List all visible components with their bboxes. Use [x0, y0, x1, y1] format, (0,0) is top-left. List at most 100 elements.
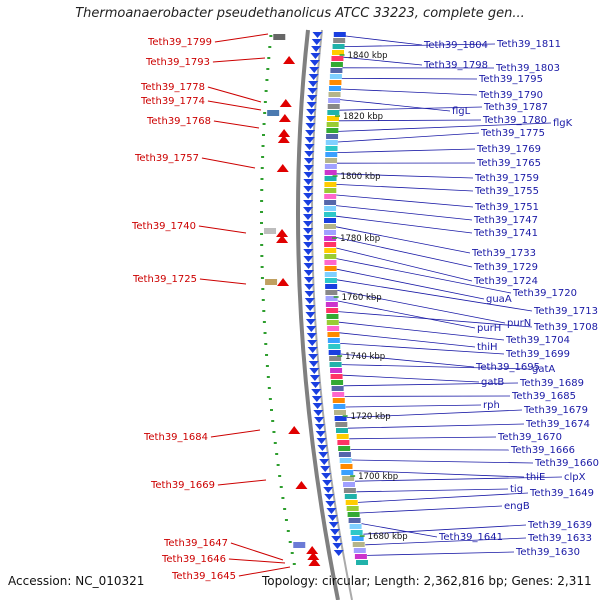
right-label: gatA: [532, 364, 555, 375]
color-block: [327, 110, 340, 115]
gene-arrow-blue: [303, 165, 314, 171]
gene-arrow-blue: [303, 235, 314, 241]
color-block: [343, 482, 356, 487]
right-label: Teth39_1704: [505, 335, 570, 346]
gene-arrow-blue: [305, 305, 316, 311]
gene-arrow-blue: [307, 88, 318, 94]
gene-arrow-blue: [310, 53, 321, 59]
kbp-markers: 1840 kbp 1820 kbp 1800 kbp 1780 kbp 1760 kbp…: [332, 51, 408, 542]
right-leader: [340, 88, 478, 96]
left-label: Teth39_1757: [134, 153, 199, 164]
gene-arrow-blue: [303, 200, 314, 206]
right-leader: [338, 119, 482, 122]
left-leader: [228, 558, 286, 564]
gene-arrow-blue: [324, 494, 335, 500]
gene-arrow-blue: [303, 193, 314, 199]
right-label: Teth39_1775: [480, 128, 545, 139]
color-block: [338, 446, 351, 451]
gene-box: [273, 34, 286, 40]
left-leader: [207, 86, 262, 103]
color-block: [345, 500, 358, 505]
right-label: Teth39_1666: [510, 445, 575, 456]
gene-arrow-blue: [305, 130, 316, 136]
gene-arrow-red: [308, 558, 321, 566]
color-block: [334, 416, 347, 421]
color-block: [324, 266, 337, 271]
gene-arrow-blue: [303, 172, 314, 178]
color-block: [326, 116, 339, 121]
gene-arrow-blue: [316, 438, 327, 444]
color-block: [329, 356, 342, 361]
color-block: [325, 146, 338, 151]
gene-arrow-blue: [312, 403, 323, 409]
right-label: Teth39_1724: [473, 276, 538, 287]
gene-arrow-blue: [303, 277, 314, 283]
color-block: [324, 230, 337, 235]
right-label: thiH: [477, 342, 498, 353]
color-block: [324, 194, 337, 199]
gene-arrow-blue: [305, 116, 316, 122]
gene-arrow-red: [306, 546, 319, 554]
color-block: [326, 134, 339, 139]
left-label: Teth39_1778: [140, 82, 205, 93]
left-label: Teth39_1684: [143, 432, 208, 443]
color-block: [324, 164, 337, 169]
gene-arrow-blue: [317, 445, 328, 451]
gene-arrow-blue: [321, 473, 332, 479]
gene-box: [265, 279, 278, 285]
color-block: [331, 380, 344, 385]
right-label: Teth39_1780: [482, 115, 547, 126]
right-leader: [342, 374, 480, 383]
right-label: Teth39_1803: [495, 63, 560, 74]
gene-arrow-blue: [328, 522, 339, 528]
color-block: [342, 476, 355, 481]
gene-box: [264, 228, 277, 234]
gene-arrow-blue: [303, 270, 314, 276]
gene-arrow-blue: [311, 46, 322, 52]
gene-arrow-blue: [303, 179, 314, 185]
right-label: gatB: [481, 377, 504, 388]
gene-arrow-blue: [315, 431, 326, 437]
gene-arrow-blue: [320, 466, 331, 472]
color-block: [326, 320, 339, 325]
right-label: Teth39_1633: [527, 533, 592, 544]
gene-arrow-blue: [308, 74, 319, 80]
color-block: [324, 182, 337, 187]
left-leader: [230, 542, 284, 561]
right-leader: [349, 436, 497, 440]
outer-gene-boxes: [264, 34, 306, 548]
gene-arrow-red: [283, 56, 296, 64]
right-leader: [336, 247, 473, 282]
gene-arrow-blue: [306, 326, 317, 332]
right-label: flgK: [553, 118, 573, 129]
right-label: engB: [504, 501, 530, 512]
color-block: [325, 296, 338, 301]
gene-arrow-blue: [326, 508, 337, 514]
color-block: [344, 494, 357, 499]
color-block: [326, 122, 339, 127]
left-leader: [199, 278, 247, 285]
kbp-label: 1780 kbp: [340, 234, 380, 244]
backbone-outer-arc: [296, 29, 340, 600]
color-block: [335, 422, 348, 427]
gene-arrow-blue: [305, 319, 316, 325]
right-leader: [336, 205, 473, 221]
right-label: Teth39_1641: [438, 532, 503, 543]
gene-arrow-blue: [308, 81, 319, 87]
color-block: [325, 302, 338, 307]
color-block: [325, 158, 338, 163]
left-leader: [212, 57, 266, 63]
color-block: [333, 32, 346, 37]
color-block: [328, 86, 341, 91]
left-label: Teth39_1646: [161, 554, 226, 565]
right-leader: [340, 353, 475, 368]
color-block: [328, 350, 341, 355]
left-label: Teth39_1774: [140, 96, 205, 107]
left-labels: Teth39_1799 Teth39_1793 Teth39_1778 Teth39_…: [131, 37, 236, 582]
left-label: Teth39_1669: [150, 480, 215, 491]
outer-gene-arrows: [276, 56, 321, 566]
right-leader: [339, 99, 451, 112]
gene-arrow-blue: [311, 389, 322, 395]
gene-arrow-blue: [303, 263, 314, 269]
right-leader: [337, 300, 476, 329]
